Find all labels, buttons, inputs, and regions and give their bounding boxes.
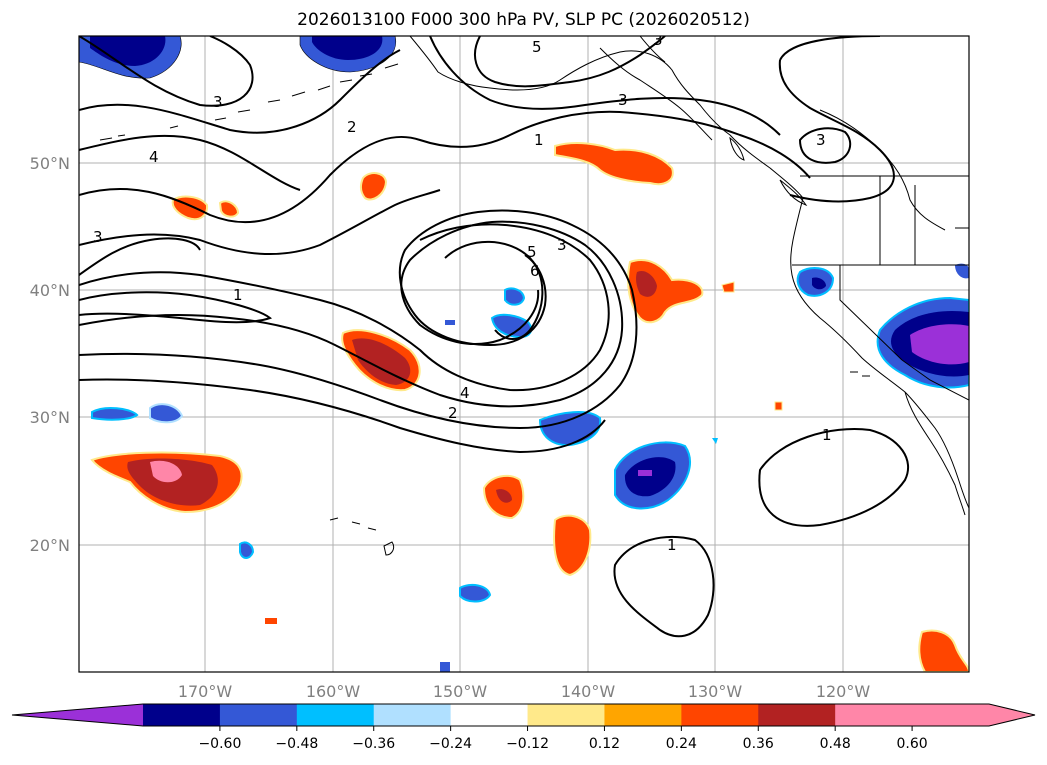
colorbar-segment [912, 704, 990, 726]
contour-label: 1 [233, 286, 243, 304]
colorbar-segment [219, 704, 298, 726]
graticule [79, 36, 969, 672]
lat-label: 20°N [30, 536, 70, 555]
lon-label: 170°W [178, 682, 233, 701]
colorbar-segment [604, 704, 682, 726]
contour-label: 2 [347, 118, 357, 136]
colorbar-tick-label: −0.36 [352, 736, 395, 752]
contour-label: 5 [527, 243, 537, 261]
contour-label: 5 [532, 38, 542, 56]
colorbar-tick-label: 0.60 [897, 736, 928, 752]
colorbar-extend-max [989, 704, 1035, 726]
colorbar-tick-label: −0.12 [506, 736, 549, 752]
colorbar-segment [758, 704, 836, 726]
contour-label: 4 [460, 384, 470, 402]
lon-label: 150°W [433, 682, 488, 701]
contour-label: 3 [557, 236, 567, 254]
colorbar-segment [373, 704, 452, 726]
colorbar-segment [143, 704, 221, 726]
contour-label: 3 [618, 91, 628, 109]
map-frame [78, 35, 970, 673]
colorbar-tick-label: −0.24 [429, 736, 472, 752]
colorbar-tick-label: 0.36 [743, 736, 774, 752]
colorbar-tick-label: 0.12 [589, 736, 620, 752]
lon-label: 120°W [816, 682, 871, 701]
colorbar-segment [527, 704, 605, 726]
lat-label: 50°N [30, 154, 70, 173]
contour-label: 3 [213, 93, 223, 111]
contour-label: 1 [822, 426, 832, 444]
lon-label: 140°W [561, 682, 616, 701]
latitude-labels: 50°N 40°N 30°N 20°N [30, 154, 70, 555]
colorbar-tick-label: 0.24 [666, 736, 697, 752]
contour-label: 1 [667, 536, 677, 554]
lat-label: 40°N [30, 281, 70, 300]
pv-anomaly-fill [79, 36, 969, 672]
longitude-labels: 170°W 160°W 150°W 140°W 130°W 120°W [178, 682, 871, 701]
slp-contours [79, 36, 910, 638]
contour-label: 2 [448, 404, 458, 422]
colorbar-segment [835, 704, 913, 726]
colorbar-tick-label: 0.48 [820, 736, 851, 752]
lon-label: 160°W [306, 682, 361, 701]
lon-label: 130°W [688, 682, 743, 701]
map-area[interactable] [79, 36, 969, 672]
colorbar-segment [450, 704, 529, 726]
colorbar-tick-label: −0.60 [198, 736, 241, 752]
coastlines [99, 36, 969, 556]
contour-label: 1 [534, 131, 544, 149]
colorbar: −0.60 −0.48 −0.36 −0.24 −0.12 0.12 0.24 0.36 0.4… [11, 703, 1036, 752]
contour-label: 3 [816, 131, 826, 149]
contour-label: 4 [149, 148, 159, 166]
colorbar-segment [296, 704, 375, 726]
colorbar-extend-min [12, 704, 143, 726]
colorbar-outline [11, 703, 1036, 727]
contour-label: 6 [530, 262, 540, 280]
colorbar-tick-label: −0.48 [275, 736, 318, 752]
contour-label: 3 [653, 31, 663, 49]
contour-labels: 3 5 3 2 4 3 1 3 3 5 6 3 1 4 2 1 1 [93, 31, 832, 554]
lat-label: 30°N [30, 408, 70, 427]
contour-label: 3 [93, 228, 103, 246]
colorbar-segment [681, 704, 759, 726]
map-title: 2026013100 F000 300 hPa PV, SLP PC (2026… [297, 10, 750, 30]
